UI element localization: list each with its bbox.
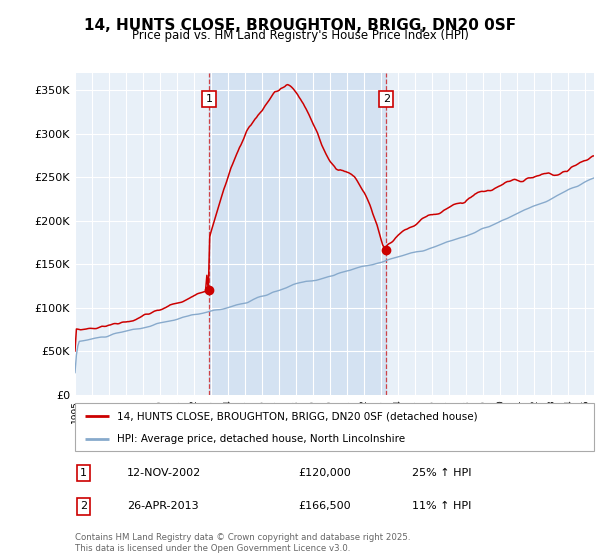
Text: 26-APR-2013: 26-APR-2013 (127, 501, 199, 511)
Text: 2: 2 (80, 501, 88, 511)
Text: 11% ↑ HPI: 11% ↑ HPI (412, 501, 472, 511)
Text: £166,500: £166,500 (298, 501, 351, 511)
Text: 25% ↑ HPI: 25% ↑ HPI (412, 468, 472, 478)
Text: 2: 2 (383, 94, 390, 104)
Text: £120,000: £120,000 (298, 468, 351, 478)
Bar (209, 73, 386, 395)
Text: Price paid vs. HM Land Registry's House Price Index (HPI): Price paid vs. HM Land Registry's House … (131, 29, 469, 42)
Text: 1: 1 (205, 94, 212, 104)
Text: HPI: Average price, detached house, North Lincolnshire: HPI: Average price, detached house, Nort… (116, 434, 404, 444)
Text: 14, HUNTS CLOSE, BROUGHTON, BRIGG, DN20 0SF: 14, HUNTS CLOSE, BROUGHTON, BRIGG, DN20 … (84, 18, 516, 33)
Text: Contains HM Land Registry data © Crown copyright and database right 2025.
This d: Contains HM Land Registry data © Crown c… (75, 533, 410, 553)
Text: 12-NOV-2002: 12-NOV-2002 (127, 468, 201, 478)
Text: 1: 1 (80, 468, 87, 478)
Text: 14, HUNTS CLOSE, BROUGHTON, BRIGG, DN20 0SF (detached house): 14, HUNTS CLOSE, BROUGHTON, BRIGG, DN20 … (116, 411, 477, 421)
